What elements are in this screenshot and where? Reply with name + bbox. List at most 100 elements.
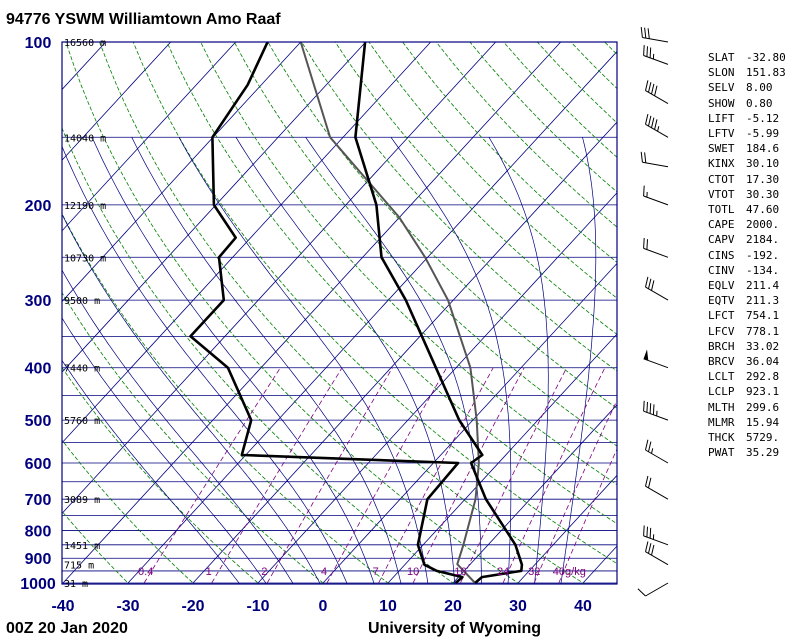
temperature-tick-label: 20 — [444, 598, 462, 615]
barb-staff — [645, 286, 669, 301]
barb-staff — [642, 37, 669, 43]
wind-barb — [640, 151, 669, 168]
index-row: CINV -134. — [708, 263, 798, 278]
pressure-label: 900 — [25, 551, 52, 568]
barb-full — [645, 439, 649, 451]
dry-adiabat — [200, 42, 617, 486]
index-row: LIFT -5.12 — [708, 111, 798, 126]
index-row: THCK 5729. — [708, 430, 798, 445]
isotherm-line — [452, 404, 617, 584]
index-key: KINX — [708, 157, 735, 171]
index-value: -32.80 — [746, 51, 786, 64]
barb-staff — [645, 551, 669, 566]
temperature-tick-label: 30 — [509, 598, 527, 615]
isotherm-line — [62, 42, 497, 515]
moist-adiabat — [131, 137, 402, 584]
index-value: 778.1 — [746, 324, 780, 338]
dry-adiabat — [62, 510, 130, 584]
index-key: SELV — [708, 81, 735, 95]
index-value: 5729. — [746, 431, 780, 445]
barb-staff — [643, 535, 669, 546]
mixing-ratio-line — [266, 367, 393, 584]
pressure-label: 600 — [25, 456, 52, 473]
index-value: 211.3 — [746, 294, 780, 308]
index-value: 17.30 — [746, 172, 780, 186]
barb-full — [643, 237, 645, 249]
height-label: 1451 m — [64, 541, 100, 552]
index-value: 754.1 — [746, 309, 780, 323]
barb-full — [640, 27, 643, 38]
index-row: SLON 151.83 — [708, 65, 798, 80]
height-label: 7440 m — [64, 364, 100, 375]
index-row: SHOW 0.80 — [708, 96, 798, 111]
index-value: -192. — [746, 248, 780, 262]
isotherm-line — [62, 42, 367, 373]
temperature-tick-label: -30 — [116, 598, 139, 615]
index-key: CINS — [708, 248, 735, 262]
barb-full — [654, 119, 658, 130]
moist-adiabat — [488, 137, 549, 584]
dry-adiabat — [166, 42, 617, 525]
wind-barb — [645, 113, 669, 138]
index-row: BRCH 33.02 — [708, 339, 798, 354]
index-row: CAPE 2000. — [708, 217, 798, 232]
barb-staff — [645, 123, 669, 138]
barb-staff — [645, 90, 669, 105]
temperature-tick-label: 0 — [319, 598, 328, 615]
index-value: 8.00 — [746, 81, 773, 95]
isotherm-line — [62, 42, 432, 444]
sounding-curves — [189, 42, 524, 584]
barb-full — [645, 276, 649, 288]
barb-half — [651, 448, 654, 454]
index-key: VTOT — [708, 187, 735, 201]
barb-full — [646, 526, 648, 538]
index-row: TOTL 47.60 — [708, 202, 798, 217]
wind-barb — [643, 349, 669, 369]
isotherm-line — [192, 121, 617, 584]
index-value: 2000. — [746, 218, 780, 232]
index-row: LFCT 754.1 — [708, 308, 798, 323]
mixing-ratio-label: 24 — [497, 566, 509, 578]
barb-staff — [645, 485, 669, 500]
temperature-tick-label: 40 — [574, 598, 592, 615]
mixing-ratio-line — [326, 367, 447, 584]
index-row: EQTV 211.3 — [708, 293, 798, 308]
mixing-ratio-line — [412, 367, 525, 584]
barb-full — [646, 46, 648, 57]
index-value: 30.10 — [746, 157, 780, 171]
index-key: LIFT — [708, 111, 735, 125]
dry-adiabat — [62, 212, 391, 584]
temperature-tick-label: -20 — [181, 598, 204, 615]
barb-flag — [643, 349, 649, 361]
barb-full — [649, 47, 652, 58]
barb-full — [640, 151, 643, 163]
axis-labels: 0.4 1 2 4 7 10 16 24 32 40g/kg1002003004005006007… — [20, 35, 592, 615]
barb-full — [637, 588, 646, 597]
barb-full — [649, 403, 652, 414]
mixing-ratio-line — [211, 367, 343, 584]
moist-adiabat — [91, 137, 375, 584]
barb-full — [644, 152, 647, 163]
index-value: -5.12 — [746, 111, 780, 125]
height-label: 14040 m — [64, 133, 106, 144]
moist-adiabat — [560, 137, 597, 584]
barb-full — [651, 117, 655, 128]
isotherm-line — [62, 42, 237, 232]
index-value: -5.99 — [746, 127, 780, 141]
moist-adiabat — [305, 137, 482, 584]
wind-barb — [645, 439, 669, 464]
barb-full — [646, 239, 648, 250]
barb-full — [651, 280, 655, 291]
temperature-tick-label: -10 — [246, 598, 269, 615]
index-value: 47.60 — [746, 203, 780, 217]
index-row: LCLP 923.1 — [708, 384, 798, 399]
barb-staff — [643, 195, 669, 206]
wind-barb — [645, 475, 669, 500]
barb-full — [654, 85, 658, 96]
pressure-label: 800 — [25, 524, 52, 541]
wind-barb — [645, 276, 669, 301]
index-key: SWET — [708, 142, 735, 156]
moist-adiabat — [62, 269, 294, 584]
barb-full — [645, 541, 649, 552]
mixing-ratio-label: 1 — [206, 566, 212, 578]
